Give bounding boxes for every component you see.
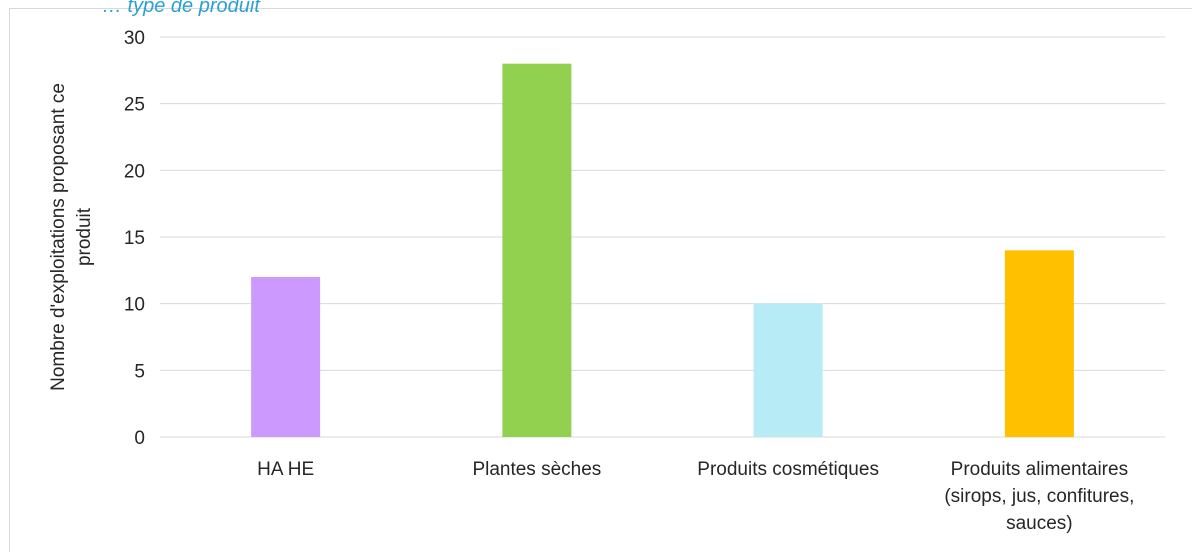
y-axis-label-line: Nombre d'exploitations proposant ce bbox=[48, 83, 69, 391]
x-category-label: HA HE bbox=[257, 459, 314, 480]
bars bbox=[251, 63, 1074, 438]
y-tick-label: 20 bbox=[124, 161, 145, 182]
y-tick-label: 30 bbox=[124, 28, 145, 49]
x-category-label: Produits cosmétiques bbox=[697, 459, 879, 480]
x-category-labels: HA HE Plantes sèches Produits cosmétiques P… bbox=[257, 459, 1134, 534]
bar bbox=[1004, 250, 1074, 437]
x-category-label: Plantes sèches bbox=[472, 459, 601, 480]
x-category-label: sauces) bbox=[1006, 513, 1073, 534]
bar bbox=[251, 277, 321, 437]
y-axis-label-line: produit bbox=[74, 207, 95, 266]
y-tick-label: 15 bbox=[124, 228, 145, 249]
y-tick-label: 5 bbox=[134, 361, 145, 382]
chart-top-caption: … type de produit bbox=[102, 0, 260, 17]
y-tick-label: 0 bbox=[134, 428, 145, 449]
y-tick-labels: 0 5 10 15 20 25 30 bbox=[124, 28, 145, 449]
bar bbox=[753, 303, 823, 437]
x-category-label: Produits alimentaires bbox=[951, 459, 1128, 480]
x-category-label: (sirops, jus, confitures, bbox=[944, 486, 1134, 507]
grid-lines bbox=[160, 36, 1165, 438]
chart-frame: … type de produit bbox=[9, 0, 1192, 552]
bar bbox=[502, 63, 572, 438]
y-tick-label: 25 bbox=[124, 95, 145, 116]
y-tick-label: 10 bbox=[124, 295, 145, 316]
